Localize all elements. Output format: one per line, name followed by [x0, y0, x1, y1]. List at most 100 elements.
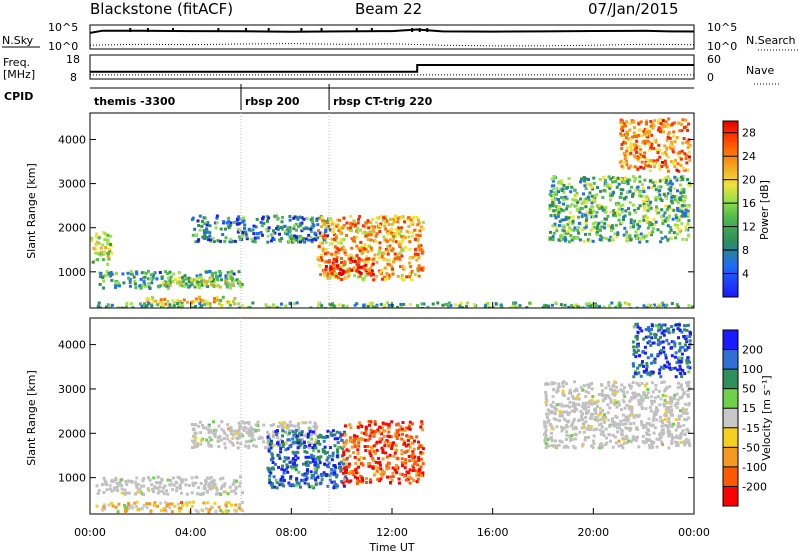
velocity-cell: [550, 439, 554, 443]
velocity-cell: [171, 488, 175, 492]
power-cell: [672, 130, 676, 134]
velocity-cell: [655, 437, 659, 441]
velocity-cell: [676, 441, 680, 445]
power-cell: [676, 162, 680, 166]
power-cell: [227, 216, 231, 220]
velocity-cell: [116, 510, 120, 514]
power-cell: [562, 190, 566, 194]
power-cell: [645, 239, 649, 243]
velocity-cell: [676, 398, 680, 402]
power-cell: [388, 238, 392, 242]
velocity-cell: [552, 417, 556, 421]
velocity-cell: [642, 369, 646, 373]
power-cell: [129, 270, 133, 274]
power-cell: [679, 178, 683, 182]
power-cell: [547, 304, 551, 308]
velocity-cell: [543, 437, 547, 441]
power-cell: [326, 273, 330, 277]
power-cell: [605, 182, 609, 186]
power-cell: [686, 178, 690, 182]
power-cell: [280, 226, 284, 230]
power-cell: [176, 302, 180, 306]
velocity-cell: [620, 433, 624, 437]
power-cell: [227, 281, 231, 285]
power-cell: [548, 207, 552, 211]
velocity-cell: [615, 426, 619, 430]
power-cell: [685, 238, 689, 241]
power-cell: [408, 275, 412, 279]
power-cell: [632, 175, 635, 179]
velocity-cell: [685, 427, 689, 431]
velocity-cell: [568, 434, 572, 438]
power-cell: [339, 267, 343, 271]
power-cell: [362, 267, 366, 271]
power-cell: [287, 239, 291, 243]
power-cell: [405, 275, 409, 279]
power-cell: [216, 284, 220, 288]
power-cell: [110, 303, 114, 307]
velocity-cell: [626, 426, 630, 430]
velocity-cell: [314, 457, 318, 461]
power-cell: [636, 156, 640, 160]
power-cell: [609, 184, 613, 188]
power-cell: [160, 275, 164, 279]
velocity-cell: [613, 389, 617, 392]
power-colorbar: [722, 120, 739, 298]
velocity-cell: [417, 473, 420, 477]
power-cell: [648, 202, 652, 206]
velocity-cell: [640, 362, 644, 366]
power-cell: [150, 277, 154, 281]
power-cell: [323, 234, 327, 238]
power-cell: [384, 217, 388, 221]
velocity-cell: [110, 501, 114, 505]
power-cell: [647, 129, 651, 133]
power-cell: [417, 274, 421, 278]
velocity-cell: [543, 425, 547, 429]
power-cell: [94, 235, 98, 239]
power-cell: [221, 233, 225, 236]
velocity-cell: [677, 381, 680, 385]
power-cell: [691, 305, 694, 308]
power-cell: [278, 232, 281, 236]
power-cell: [633, 148, 637, 152]
power-cell: [650, 186, 654, 190]
power-cell: [562, 202, 566, 206]
power-cell: [597, 207, 601, 211]
velocity-cell: [202, 501, 206, 505]
velocity-cell: [205, 489, 209, 493]
power-cell: [624, 124, 627, 128]
velocity-cell: [151, 487, 154, 491]
velocity-cell: [338, 431, 342, 435]
power-cell: [335, 256, 339, 260]
velocity-cell: [599, 410, 602, 414]
power-cell: [657, 305, 661, 308]
velocity-cell: [673, 440, 677, 444]
power-cell: [295, 215, 299, 219]
velocity-cell: [266, 430, 269, 434]
power-cell: [398, 243, 402, 247]
velocity-cell: [222, 484, 226, 488]
power-cell: [626, 182, 630, 186]
power-cell: [557, 190, 560, 194]
velocity-cell: [678, 360, 682, 363]
power-cell: [292, 239, 296, 243]
power-cell: [590, 185, 594, 189]
power-cell: [658, 167, 662, 171]
power-cell: [370, 269, 374, 273]
power-cell: [329, 269, 333, 273]
power-cell: [464, 304, 468, 308]
power-cell: [369, 238, 373, 242]
freq-tick-top: 18: [66, 53, 80, 66]
velocity-cell: [631, 340, 635, 344]
velocity-cell: [159, 501, 163, 505]
noise-tick-left-bottom: 10^0: [48, 40, 78, 53]
velocity-cell: [624, 415, 628, 419]
power-cell: [394, 232, 398, 236]
power-cell: [360, 246, 364, 250]
velocity-cell: [247, 440, 251, 444]
power-cell: [204, 299, 208, 303]
power-cell: [647, 142, 651, 146]
velocity-cell: [116, 489, 120, 493]
velocity-cell: [413, 439, 416, 443]
power-cell: [202, 221, 206, 225]
